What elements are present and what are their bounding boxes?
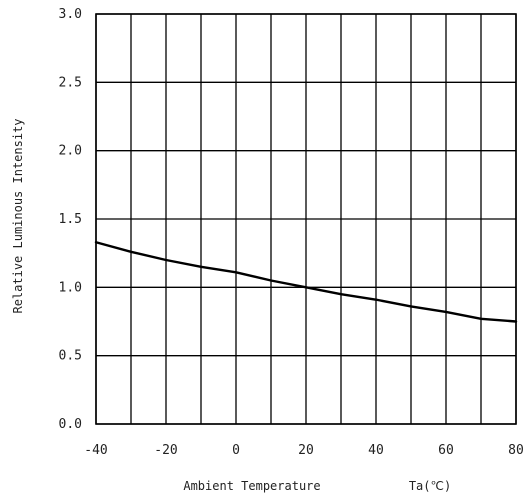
- x-tick-label: 60: [438, 443, 454, 458]
- ticks-layer: -40 -20 0 20 40 60 80 0.0 0.5 1.0 1.5 2.0 2.5 3.0: [59, 7, 524, 458]
- x-tick-label: 0: [232, 443, 240, 458]
- x-tick-label: 80: [508, 443, 524, 458]
- x-tick-label: -40: [84, 443, 107, 458]
- y-tick-label: 0.5: [59, 349, 82, 364]
- y-tick-label: 3.0: [59, 7, 82, 22]
- series-layer: [94, 241, 518, 323]
- x-axis-label: Ambient Temperature: [183, 479, 320, 493]
- grid-layer: [95, 13, 517, 425]
- y-tick-label: 1.0: [59, 280, 82, 295]
- y-tick-label: 2.0: [59, 144, 82, 159]
- y-tick-label: 0.0: [59, 417, 82, 432]
- plot-frame: [95, 13, 517, 425]
- y-tick-label: 2.5: [59, 75, 82, 90]
- y-axis-label: Relative Luminous Intensity: [11, 118, 25, 313]
- y-tick-label: 1.5: [59, 212, 82, 227]
- x-tick-label: -20: [154, 443, 177, 458]
- x-tick-label: 20: [298, 443, 314, 458]
- x-axis-unit: Ta(℃): [409, 479, 451, 493]
- series-line: [94, 241, 518, 323]
- x-tick-label: 40: [368, 443, 384, 458]
